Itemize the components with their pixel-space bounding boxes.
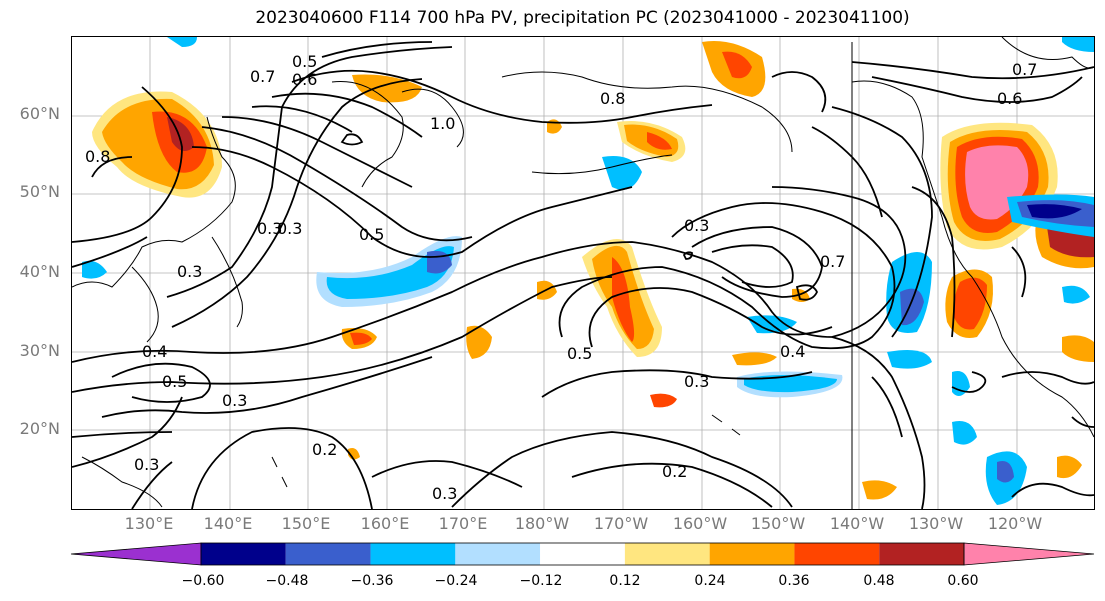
colorbar-tick: −0.36 [350, 573, 394, 589]
contour-label: 0.6 [292, 70, 317, 89]
contour-label: 0.3 [277, 219, 302, 238]
contour-label-group: 0.5 0.6 0.7 0.8 1.0 0.8 0.7 0.6 0.3 0.3 … [85, 52, 1037, 503]
contour-label: 0.5 [567, 344, 592, 363]
lon-label-120w: 120°W [987, 514, 1043, 533]
colorbar-tick: 0.12 [609, 573, 641, 589]
lon-label-130w: 130°W [908, 514, 964, 533]
colorbar-segment [709, 543, 795, 565]
pv-contours [72, 41, 1094, 509]
contour-label: 0.6 [997, 89, 1022, 108]
contour-label: 1.0 [430, 114, 455, 133]
colorbar-segments [70, 542, 1095, 566]
colorbar-segment [963, 542, 1095, 566]
lon-label-140w: 140°W [829, 514, 885, 533]
contour-label: 0.3 [134, 455, 159, 474]
lon-label-160e: 160°E [360, 514, 410, 533]
colorbar-segment [794, 543, 880, 565]
colorbar-segment [201, 543, 286, 565]
graticule [72, 37, 1094, 509]
contour-label: 0.8 [85, 147, 110, 166]
map-panel: 0.5 0.6 0.7 0.8 1.0 0.8 0.7 0.6 0.3 0.3 … [71, 36, 1095, 510]
colorbar [70, 542, 1095, 566]
colorbar-segment [285, 543, 371, 565]
lon-label-150w: 150°W [750, 514, 806, 533]
colorbar-segment [455, 543, 541, 565]
lon-label-160w: 160°W [672, 514, 728, 533]
lon-label-170w: 170°W [593, 514, 649, 533]
contour-label: 0.5 [292, 52, 317, 71]
colorbar-tick: 0.48 [863, 573, 895, 589]
colorbar-segment [879, 543, 964, 565]
colorbar-segment [624, 543, 710, 565]
contour-label: 0.7 [250, 67, 275, 86]
coastlines [72, 37, 1094, 509]
contour-label: 0.7 [820, 252, 845, 271]
lon-label-130e: 130°E [124, 514, 174, 533]
lat-label-60n: 60°N [19, 104, 60, 123]
colorbar-tick: −0.12 [519, 573, 563, 589]
contour-label: 0.2 [662, 462, 687, 481]
contour-label: 0.4 [142, 342, 167, 361]
colorbar-tick: 0.60 [947, 573, 979, 589]
colorbar-segment [70, 542, 202, 566]
lon-label-170e: 170°E [438, 514, 488, 533]
lat-label-40n: 40°N [19, 262, 60, 281]
contour-label: 0.7 [1012, 60, 1037, 79]
lat-label-20n: 20°N [19, 419, 60, 438]
contour-label: 0.3 [684, 216, 709, 235]
contour-label: 0.3 [684, 372, 709, 391]
contour-label: 0.3 [257, 219, 282, 238]
colorbar-tick: −0.24 [434, 573, 478, 589]
contour-label: 0.2 [312, 440, 337, 459]
colorbar-segment [540, 543, 625, 565]
precip-negative-shading [82, 37, 1094, 505]
map-svg: 0.5 0.6 0.7 0.8 1.0 0.8 0.7 0.6 0.3 0.3 … [72, 37, 1094, 509]
contour-label: 0.8 [600, 89, 625, 108]
lon-label-140e: 140°E [203, 514, 253, 533]
lon-label-150e: 150°E [281, 514, 331, 533]
lat-label-30n: 30°N [19, 341, 60, 360]
colorbar-tick: 0.24 [694, 573, 726, 589]
contour-label: 0.3 [177, 262, 202, 281]
contour-label: 0.3 [222, 391, 247, 410]
precip-positive-shading [92, 41, 1094, 500]
contour-label: 0.3 [432, 484, 457, 503]
colorbar-tick: −0.60 [181, 573, 225, 589]
contour-label: 0.4 [780, 342, 805, 361]
contour-label: 0.5 [359, 225, 384, 244]
lat-label-50n: 50°N [19, 182, 60, 201]
colorbar-outline [200, 542, 965, 566]
colorbar-segment [370, 543, 456, 565]
figure-title: 2023040600 F114 700 hPa PV, precipitatio… [255, 8, 910, 28]
colorbar-tick: 0.36 [778, 573, 810, 589]
colorbar-tick: −0.48 [265, 573, 309, 589]
lon-label-180w: 180°W [514, 514, 570, 533]
contour-label: 0.5 [162, 372, 187, 391]
